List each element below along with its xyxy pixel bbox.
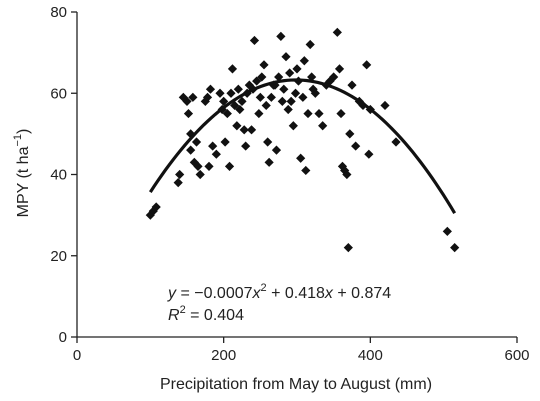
- y-tick-label: 0: [59, 329, 67, 346]
- data-point: [257, 72, 267, 82]
- data-point: [391, 137, 401, 147]
- r-squared-value: R2 = 0.404: [168, 304, 244, 324]
- data-point: [261, 100, 271, 111]
- data-point: [252, 76, 262, 86]
- data-point: [183, 108, 194, 119]
- x-axis-ticks: 0 200 400 600: [73, 337, 530, 364]
- data-point: [303, 108, 313, 119]
- data-point: [288, 121, 298, 131]
- data-point: [222, 108, 232, 119]
- data-point: [290, 88, 301, 98]
- data-point: [442, 226, 452, 236]
- data-point: [329, 72, 339, 82]
- data-point: [450, 243, 460, 253]
- x-tick-label: 0: [73, 347, 81, 364]
- data-point: [191, 137, 202, 147]
- data-point: [318, 121, 328, 131]
- data-point: [266, 92, 276, 102]
- regression-curve: [148, 78, 457, 214]
- data-point: [224, 161, 235, 171]
- data-point: [340, 165, 350, 176]
- data-point: [332, 27, 342, 37]
- data-point: [285, 68, 295, 78]
- data-point: [200, 96, 210, 106]
- data-point: [264, 157, 274, 167]
- data-point: [205, 84, 216, 94]
- regression-equation: y = −0.0007x2 + 0.418x + 0.874: [167, 282, 391, 302]
- data-point: [254, 108, 264, 119]
- data-point: [204, 161, 214, 171]
- data-point: [219, 96, 229, 106]
- data-point: [237, 96, 247, 106]
- data-point: [276, 31, 286, 41]
- data-point: [151, 202, 161, 212]
- data-point: [299, 56, 309, 66]
- data-point: [175, 169, 185, 180]
- data-point: [286, 96, 296, 106]
- y-tick-label: 20: [50, 248, 67, 265]
- data-point: [215, 88, 225, 98]
- data-point: [182, 96, 192, 106]
- data-point: [202, 92, 213, 102]
- data-point: [235, 104, 245, 115]
- data-point: [249, 35, 260, 46]
- y-tick-label: 60: [50, 85, 67, 102]
- data-point: [193, 161, 203, 171]
- y-tick-label: 40: [50, 167, 67, 184]
- data-point: [274, 72, 284, 82]
- data-point: [283, 104, 293, 115]
- data-point: [244, 80, 254, 90]
- data-point: [301, 165, 311, 176]
- data-point: [233, 84, 243, 94]
- y-axis-label: MPY (t ha−1): [12, 129, 32, 218]
- data-point: [281, 52, 291, 62]
- data-point: [220, 137, 230, 147]
- data-point: [308, 84, 318, 94]
- data-point: [298, 92, 308, 102]
- data-point: [364, 149, 374, 159]
- data-point: [342, 169, 352, 180]
- data-point: [345, 129, 355, 139]
- data-point: [246, 125, 257, 135]
- data-point: [292, 64, 302, 74]
- data-point: [263, 137, 273, 147]
- data-point: [351, 141, 361, 151]
- data-point: [227, 64, 238, 74]
- data-point: [307, 72, 317, 82]
- x-axis-label: Precipitation from May to August (mm): [160, 376, 432, 393]
- data-point: [310, 88, 320, 98]
- data-point: [343, 243, 353, 253]
- data-point: [186, 145, 196, 155]
- data-points: [145, 27, 460, 253]
- data-point: [271, 145, 282, 155]
- data-point: [232, 121, 242, 131]
- data-point: [296, 153, 306, 163]
- data-point: [241, 141, 251, 151]
- data-point: [208, 141, 218, 151]
- data-point: [173, 178, 183, 188]
- data-point: [211, 149, 221, 159]
- data-point: [277, 96, 287, 106]
- data-point: [314, 108, 324, 119]
- data-point: [305, 39, 315, 50]
- data-point: [362, 60, 372, 70]
- x-tick-label: 400: [358, 347, 383, 364]
- data-point: [336, 108, 346, 119]
- x-tick-label: 600: [504, 347, 529, 364]
- data-point: [279, 84, 289, 94]
- data-point: [178, 92, 188, 102]
- data-point: [255, 92, 265, 102]
- y-tick-label: 80: [50, 4, 67, 21]
- data-point: [334, 64, 345, 74]
- data-point: [188, 92, 198, 102]
- data-point: [259, 60, 269, 70]
- data-point: [239, 125, 249, 135]
- x-tick-label: 200: [211, 347, 236, 364]
- data-point: [195, 169, 205, 180]
- y-axis-ticks: 0 20 40 60 80: [50, 4, 77, 346]
- data-point: [380, 100, 390, 111]
- data-point: [347, 80, 357, 90]
- data-point: [226, 88, 236, 98]
